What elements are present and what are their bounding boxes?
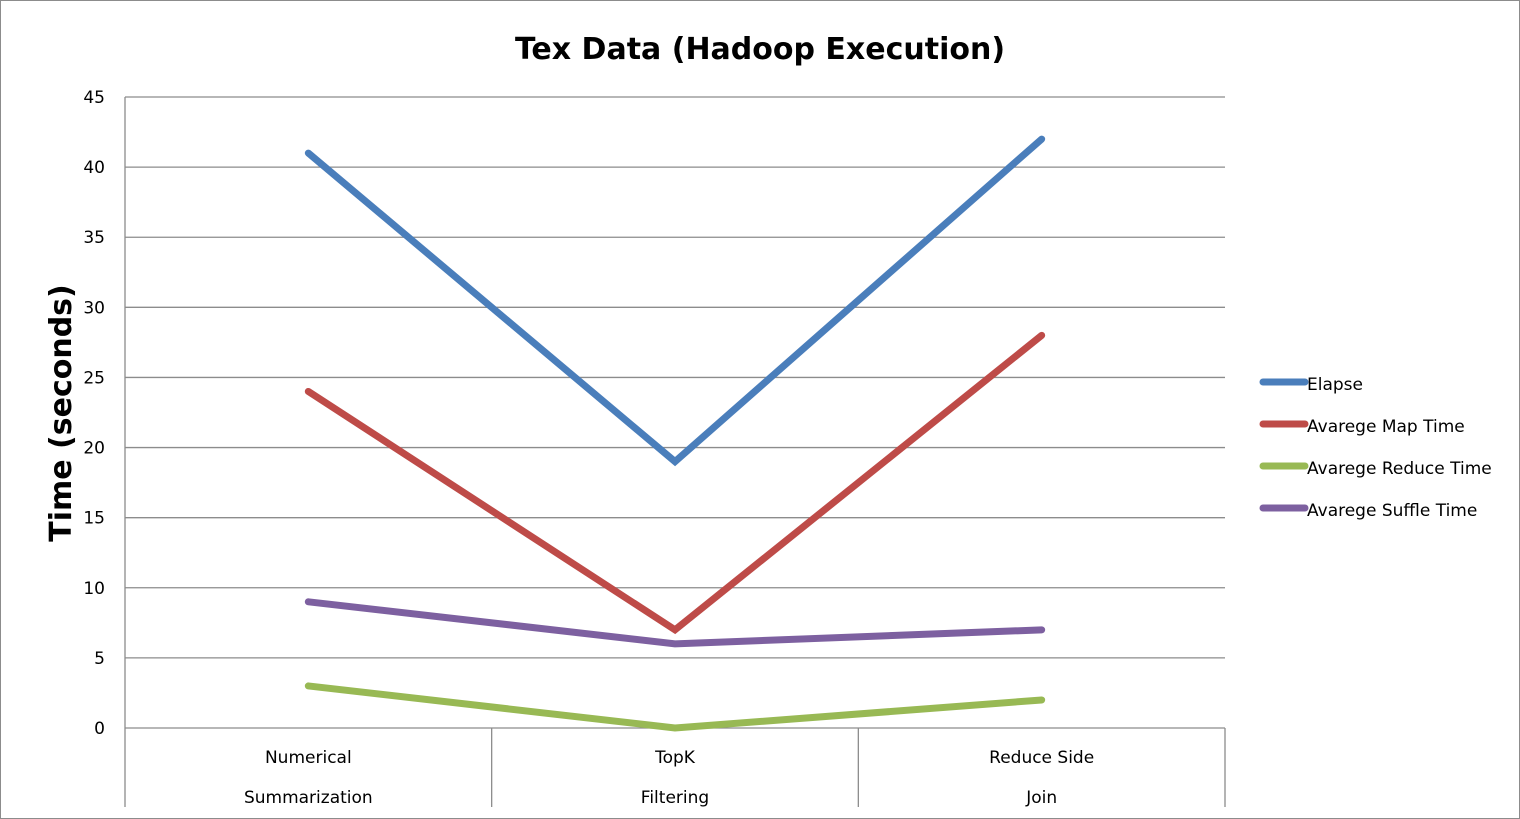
- x-category-label: Join: [1025, 788, 1057, 808]
- axes: [124, 97, 1226, 807]
- y-tick-label: 40: [83, 158, 105, 178]
- y-tick-label: 5: [94, 649, 105, 669]
- y-tick-label: 15: [83, 509, 105, 529]
- legend: Elapse Avarege Map Time Avarege Reduce Tim…: [1259, 375, 1492, 521]
- y-tick-label: 10: [83, 579, 105, 599]
- legend-label: Avarege Reduce Time: [1307, 459, 1492, 479]
- y-tick-labels: 0 5 10 15 20 25 30 35 40 45: [83, 88, 105, 739]
- gridlines: [125, 96, 1225, 659]
- chart-title: Tex Data (Hadoop Execution): [515, 32, 1005, 67]
- legend-label: Avarege Map Time: [1307, 417, 1465, 437]
- legend-label: Avarege Suffle Time: [1307, 501, 1477, 521]
- y-tick-label: 25: [83, 368, 105, 388]
- series-line-2: [304, 682, 1046, 732]
- series-line-0: [304, 135, 1046, 467]
- y-tick-label: 0: [94, 719, 105, 739]
- y-tick-label: 30: [83, 298, 105, 318]
- x-category-label: Filtering: [641, 788, 709, 808]
- series-line-3: [304, 598, 1046, 648]
- x-category-label: Summarization: [244, 788, 373, 808]
- series-line-1: [304, 331, 1046, 635]
- legend-label: Elapse: [1307, 375, 1363, 395]
- x-category-labels: Numerical Summarization TopK Filtering Reduc…: [244, 748, 1094, 808]
- x-category-label: Numerical: [265, 748, 352, 768]
- y-tick-label: 35: [83, 228, 105, 248]
- y-tick-label: 45: [83, 88, 105, 108]
- x-category-label: TopK: [654, 748, 696, 768]
- series-lines: [304, 135, 1046, 732]
- y-tick-label: 20: [83, 439, 105, 459]
- x-category-label: Reduce Side: [989, 748, 1094, 768]
- y-axis-label: Time (seconds): [44, 284, 79, 542]
